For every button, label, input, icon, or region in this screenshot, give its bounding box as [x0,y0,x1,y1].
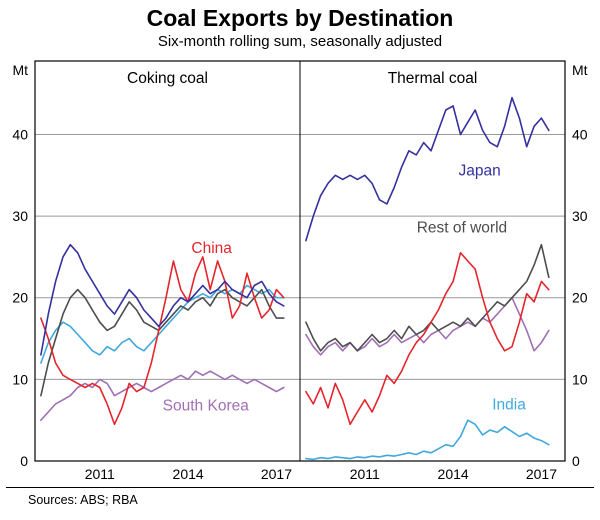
x-tick-label-thermal-coal-2011: 2011 [350,466,380,482]
unit-label-left: Mt [12,62,28,78]
series-label-thermal-coal-india: India [492,397,526,414]
y-tick-label-left-10: 10 [12,371,28,387]
series-label-coking-coal-south-korea: South Korea [163,397,250,414]
chart-title: Coal Exports by Destination [146,5,454,31]
series-line-thermal-coal-japan [305,96,550,242]
y-tick-label-left-30: 30 [12,208,28,224]
series-line-coking-coal-rest-of-world [40,288,285,397]
x-tick-label-thermal-coal-2017: 2017 [526,466,557,482]
x-tick-label-coking-coal-2017: 2017 [261,466,292,482]
chart-subtitle: Six-month rolling sum, seasonally adjust… [157,33,443,50]
x-tick-label-thermal-coal-2014: 2014 [438,466,469,482]
series-label-thermal-coal-japan: Japan [458,162,500,179]
unit-label-right: Mt [572,62,588,78]
y-tick-label-right-0: 0 [572,453,580,469]
series-line-coking-coal-japan [40,243,285,356]
chart-footer: Sources: ABS; RBA [6,487,594,507]
series-label-coking-coal-china: China [191,240,232,257]
y-tick-label-left-40: 40 [12,126,28,142]
series-line-thermal-coal-rest-of-world [305,243,550,352]
y-tick-label-right-20: 20 [572,290,588,306]
footer-rule [6,487,594,488]
coal-exports-line-chart: 0 0 10 10 20 20 30 30 40 40 Mt Mt Coking coal 2011 201… [12,60,588,482]
series-line-coking-coal-china [40,256,285,426]
series-line-thermal-coal-china [305,252,550,426]
sources-note: Sources: ABS; RBA [28,493,138,507]
x-tick-label-coking-coal-2011: 2011 [85,466,115,482]
y-tick-label-right-40: 40 [572,126,588,142]
x-tick-label-coking-coal-2014: 2014 [173,466,204,482]
y-tick-label-right-10: 10 [572,371,588,387]
y-tick-label-left-20: 20 [12,290,28,306]
y-tick-label-right-30: 30 [572,208,588,224]
series-line-thermal-coal-india [305,419,550,461]
panel-title-thermal-coal: Thermal coal [388,70,478,87]
y-tick-label-left-0: 0 [20,453,28,469]
plot-frame [34,60,566,462]
series-label-thermal-coal-rest-of-world: Rest of world [417,219,507,236]
panel-title-coking-coal: Coking coal [127,70,208,87]
